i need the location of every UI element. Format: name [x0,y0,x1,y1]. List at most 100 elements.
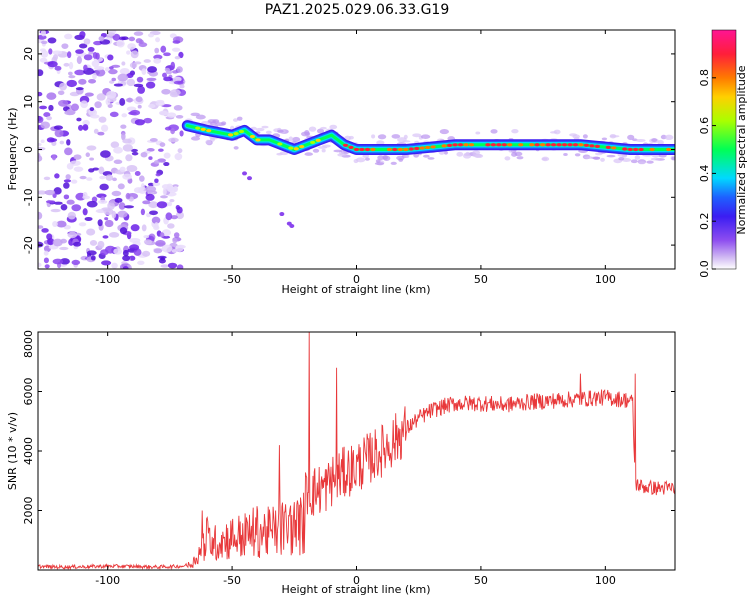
noise-blob [140,208,146,216]
noise-blob [98,36,105,42]
noise-blob [97,240,105,249]
noise-blob [141,224,147,232]
noise-blob [163,52,171,57]
ridge-hotspot [611,146,617,150]
noise-blob [101,124,109,132]
noise-blob [162,187,167,196]
halo-blob [375,159,381,163]
noise-blob [114,197,123,203]
noise-blob [128,111,137,116]
noise-blob [174,55,181,60]
noise-blob [91,60,100,68]
noise-blob [82,208,88,216]
halo-blob [474,154,484,159]
halo-blob [292,136,301,142]
halo-blob [541,157,548,161]
noise-blob [47,37,57,44]
noise-blob [119,166,126,172]
noise-blob [56,220,67,228]
ridge-hotspot [485,143,491,147]
noise-blob [121,36,129,41]
halo-blob [584,156,593,159]
noise-blob [38,241,44,248]
noise-blob [38,262,42,268]
halo-blob [550,131,558,134]
noise-blob [148,201,159,209]
halo-blob [508,149,514,153]
noise-blob [38,190,47,195]
noise-blob [126,165,138,172]
ridge-hotspot [561,143,568,147]
noise-blob [170,89,181,96]
halo-blob [374,162,385,166]
noise-blob [169,199,175,203]
noise-blob [99,183,109,191]
spectrogram-y-label: Frequency (Hz) [6,108,19,191]
halo-blob [364,157,370,161]
noise-blob [84,216,93,221]
halo-blob [195,114,206,120]
noise-blob [92,51,98,59]
noise-blob [84,92,94,97]
noise-blob [109,200,116,204]
noise-blob [170,128,175,135]
halo-blob [646,160,654,164]
noise-blob [75,87,84,91]
noise-blob [104,217,109,221]
noise-blob [82,191,88,199]
noise-blob [46,116,53,121]
colorbar-tick-label: 0.6 [698,117,711,135]
noise-blob [86,145,97,151]
noise-blob [67,211,76,220]
noise-blob [139,175,145,182]
noise-blob [97,131,105,136]
ridge-hotspot [572,143,579,147]
halo-blob [288,136,294,142]
noise-blob [79,175,87,180]
x-tick-label: 100 [595,574,616,587]
noise-blob [79,43,88,49]
noise-blob [76,117,82,122]
y-tick-label: 2000 [22,497,35,525]
halo-blob [320,126,327,130]
noise-blob [147,66,158,73]
noise-blob [107,54,114,61]
noise-blob [83,54,93,61]
noise-blob [45,200,56,204]
noise-blob [173,105,183,111]
halo-blob [371,134,376,139]
noise-blob [61,43,69,49]
ridge-hotspot [633,147,639,152]
noise-blob [134,119,145,126]
noise-blob [67,231,78,239]
ridge-hotspot [622,147,628,151]
snr-panel: -100 -50 0 50 100 2000 4000 6000 8000 Height of … [6,330,676,596]
noise-blob [59,140,65,145]
ridge-hotspot [227,133,234,137]
ridge-hotspot [490,143,496,147]
halo-blob [609,133,617,139]
halo-blob [333,149,343,153]
noise-blob [141,68,147,75]
noise-blob [43,112,51,118]
noise-blob [159,142,166,147]
colorbar-tick-label: 0.2 [698,212,711,230]
noise-blob [179,84,185,89]
ridge-hotspot [534,143,540,147]
noise-blob [109,80,115,84]
noise-blob [119,68,130,75]
noise-blob [125,154,133,162]
halo-blob [465,151,470,156]
noise-blob [175,204,181,210]
noise-blob [165,212,173,221]
halo-blob [233,146,239,150]
noise-blob [170,215,178,220]
noise-blob [38,91,43,97]
halo-blob [413,153,420,158]
ridge-hotspot [206,129,212,133]
noise-blob [143,59,151,63]
noise-blob [172,237,178,244]
noise-blob [40,139,45,143]
noise-blob [71,103,79,111]
noise-blob [98,116,107,123]
